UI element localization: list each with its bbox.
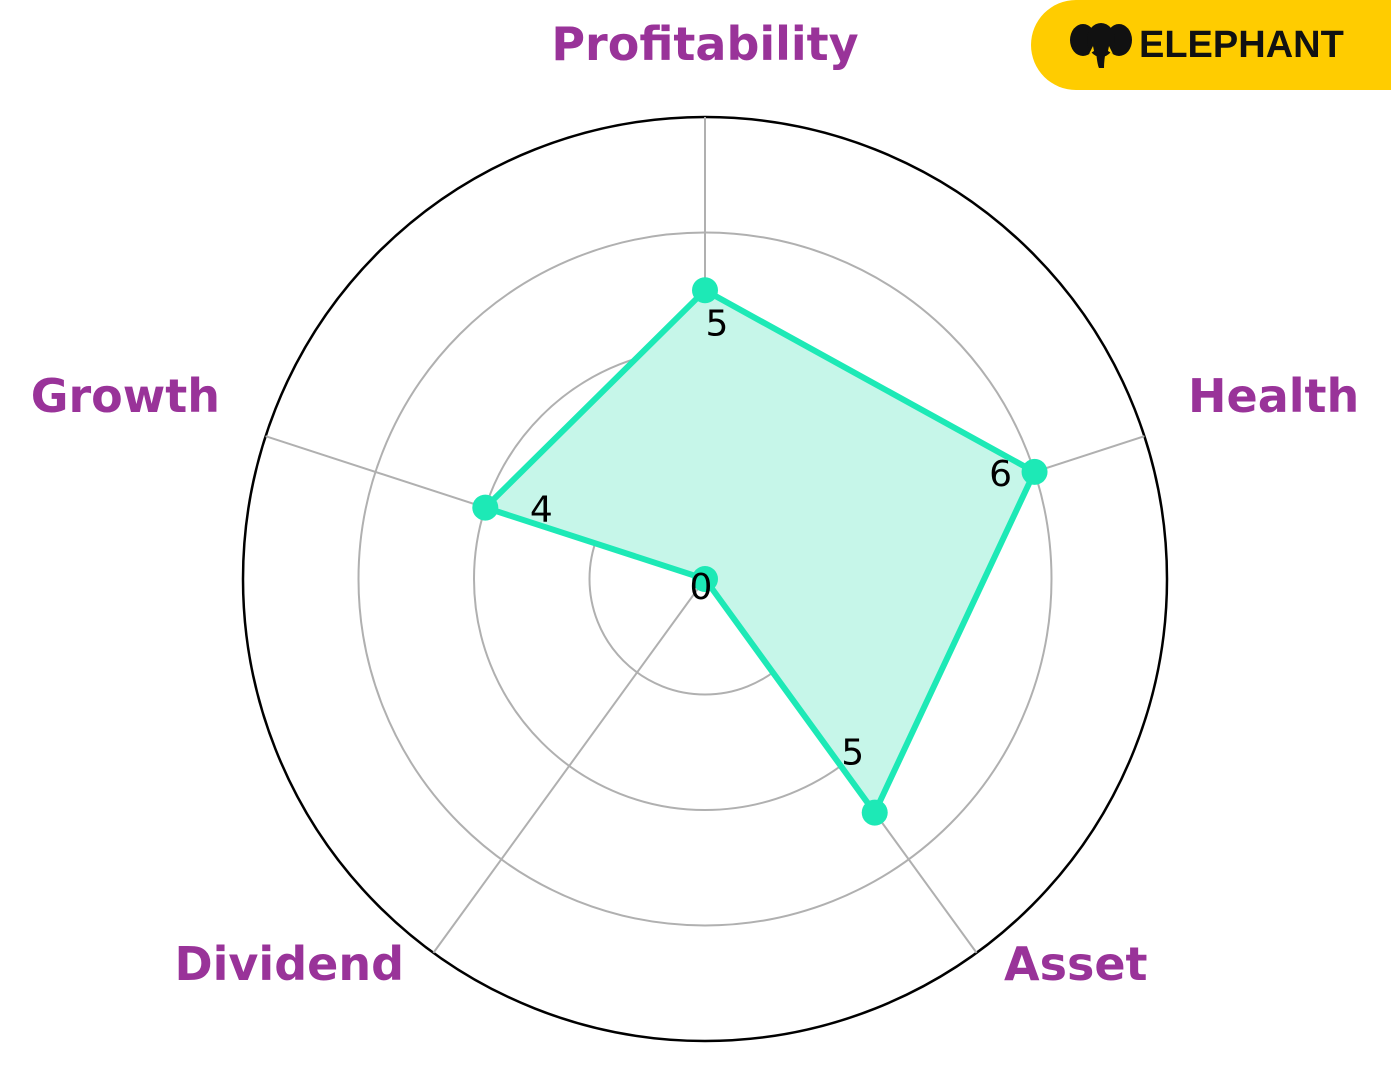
data-point-health: [1021, 458, 1048, 485]
series-area: [479, 286, 1039, 819]
value-label-dividend: 0: [690, 567, 713, 608]
data-point-profitability: [692, 277, 718, 304]
spoke-dividend: [432, 578, 706, 954]
elephant-icon: [1069, 20, 1133, 70]
brand-name: ELEPHANT: [1139, 23, 1344, 66]
labels: 5 6 5 0 4 Profitability Health Asset Dividend Gro…: [31, 17, 1360, 991]
brand-badge: ELEPHANT: [1031, 0, 1391, 90]
axis-label-growth: Growth: [31, 369, 220, 423]
series: [472, 277, 1048, 826]
axis-label-dividend: Dividend: [174, 937, 404, 991]
data-point-asset: [861, 799, 888, 826]
axis-label-asset: Asset: [1004, 937, 1148, 991]
data-point-growth: [472, 494, 499, 521]
value-label-asset: 5: [841, 733, 864, 774]
data-point-dividend: [692, 566, 718, 592]
value-label-profitability: 5: [706, 303, 729, 344]
value-label-growth: 4: [530, 490, 553, 531]
value-label-health: 6: [989, 454, 1012, 495]
axis-label-profitability: Profitability: [551, 17, 858, 71]
axis-label-health: Health: [1188, 369, 1359, 423]
